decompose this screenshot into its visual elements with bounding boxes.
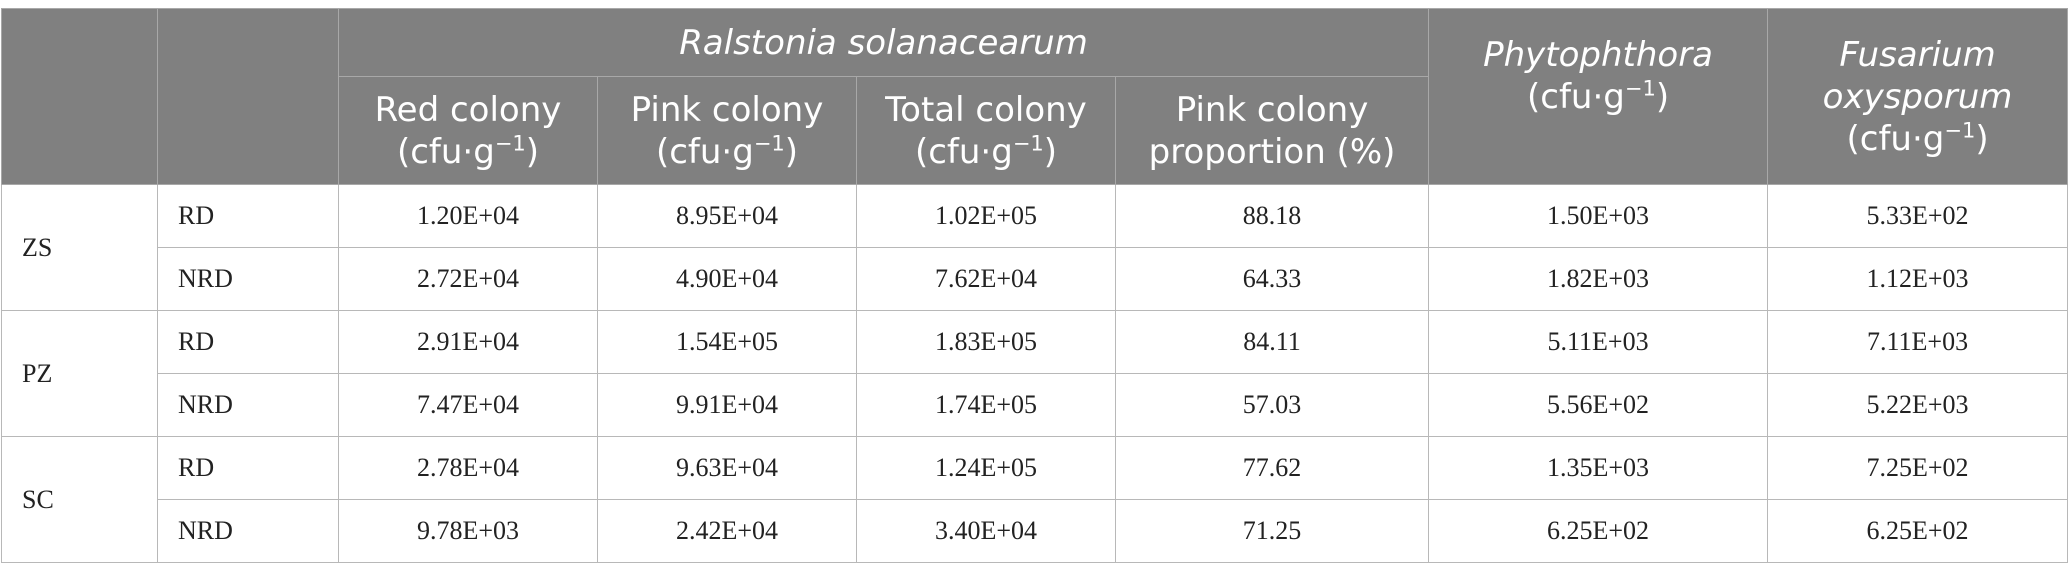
data-table: Ralstonia solanacearum Phytophthora (cfu…: [1, 8, 2068, 563]
cell-pink-proportion: 84.11: [1114, 310, 1430, 374]
cell-total-colony: 1.83E+05: [856, 310, 1116, 374]
phytophthora-unit: (cfu·g−1): [1526, 76, 1670, 117]
cell-phytophthora: 1.50E+03: [1428, 184, 1769, 248]
cell-total-colony: 1.24E+05: [856, 436, 1116, 500]
cell-phytophthora: 1.35E+03: [1428, 436, 1769, 500]
cell-pink-proportion: 88.18: [1114, 184, 1430, 248]
condition-label: RD: [157, 436, 339, 500]
condition-label: NRD: [157, 499, 339, 563]
cell-pink-proportion: 77.62: [1114, 436, 1430, 500]
header-total-colony: Total colony (cfu·g−1): [856, 76, 1116, 185]
cell-fusarium: 7.11E+03: [1767, 310, 2068, 374]
header-empty-condition: [157, 8, 339, 185]
fusarium-unit: (cfu·g−1): [1846, 118, 1989, 159]
header-red-colony: Red colony (cfu·g−1): [338, 76, 598, 185]
condition-label: RD: [157, 184, 339, 248]
cell-pink-proportion: 64.33: [1114, 247, 1430, 311]
cell-phytophthora: 5.11E+03: [1428, 310, 1769, 374]
site-label: PZ: [1, 310, 158, 437]
cell-fusarium: 5.33E+02: [1767, 184, 2068, 248]
table-container: Ralstonia solanacearum Phytophthora (cfu…: [0, 8, 2068, 563]
cell-pink-colony: 4.90E+04: [597, 247, 857, 311]
header-pink-proportion: Pink colony proportion (%): [1114, 76, 1430, 185]
cell-pink-colony: 9.63E+04: [597, 436, 857, 500]
cell-pink-colony: 1.54E+05: [597, 310, 857, 374]
fusarium-name-line2: oxysporum: [1822, 76, 2013, 117]
condition-label: RD: [157, 310, 339, 374]
table-header: Ralstonia solanacearum Phytophthora (cfu…: [1, 8, 2068, 185]
cell-red-colony: 2.91E+04: [338, 310, 598, 374]
table-row: NRD 9.78E+03 2.42E+04 3.40E+04 71.25 6.2…: [2, 499, 2068, 563]
cell-total-colony: 3.40E+04: [856, 499, 1116, 563]
cell-red-colony: 2.72E+04: [338, 247, 598, 311]
site-label: ZS: [1, 184, 158, 311]
header-pink-colony: Pink colony (cfu·g−1): [597, 76, 857, 185]
condition-label: NRD: [157, 373, 339, 437]
cell-phytophthora: 5.56E+02: [1428, 373, 1769, 437]
header-fusarium: Fusarium oxysporum (cfu·g−1): [1767, 8, 2068, 185]
table-row: NRD 2.72E+04 4.90E+04 7.62E+04 64.33 1.8…: [2, 247, 2068, 311]
condition-label: NRD: [157, 247, 339, 311]
table-row: PZ RD 2.91E+04 1.54E+05 1.83E+05 84.11 5…: [1, 310, 2068, 437]
cell-total-colony: 1.74E+05: [856, 373, 1116, 437]
table-row: SC RD 2.78E+04 9.63E+04 1.24E+05 77.62 1…: [1, 436, 2068, 563]
header-group-ralstonia: Ralstonia solanacearum: [337, 8, 1430, 77]
cell-phytophthora: 1.82E+03: [1428, 247, 1769, 311]
cell-fusarium: 5.22E+03: [1767, 373, 2068, 437]
table-body: ZS RD 1.20E+04 8.95E+04 1.02E+05 88.18 1…: [1, 184, 2068, 563]
phytophthora-name: Phytophthora: [1483, 34, 1714, 75]
cell-red-colony: 2.78E+04: [338, 436, 598, 500]
header-empty-site: [1, 8, 158, 185]
cell-phytophthora: 6.25E+02: [1428, 499, 1769, 563]
cell-pink-colony: 2.42E+04: [597, 499, 857, 563]
header-phytophthora: Phytophthora (cfu·g−1): [1428, 8, 1769, 185]
cell-pink-proportion: 57.03: [1114, 373, 1430, 437]
table-row: NRD 7.47E+04 9.91E+04 1.74E+05 57.03 5.5…: [2, 373, 2068, 437]
cell-pink-colony: 9.91E+04: [597, 373, 857, 437]
site-label: SC: [1, 436, 158, 563]
cell-pink-proportion: 71.25: [1114, 499, 1430, 563]
cell-red-colony: 1.20E+04: [338, 184, 598, 248]
cell-total-colony: 7.62E+04: [856, 247, 1116, 311]
cell-total-colony: 1.02E+05: [856, 184, 1116, 248]
cell-fusarium: 6.25E+02: [1767, 499, 2068, 563]
cell-pink-colony: 8.95E+04: [597, 184, 857, 248]
fusarium-name-line1: Fusarium: [1839, 34, 1996, 75]
table-row: ZS RD 1.20E+04 8.95E+04 1.02E+05 88.18 1…: [1, 184, 2068, 311]
cell-red-colony: 9.78E+03: [338, 499, 598, 563]
cell-fusarium: 1.12E+03: [1767, 247, 2068, 311]
cell-fusarium: 7.25E+02: [1767, 436, 2068, 500]
cell-red-colony: 7.47E+04: [338, 373, 598, 437]
